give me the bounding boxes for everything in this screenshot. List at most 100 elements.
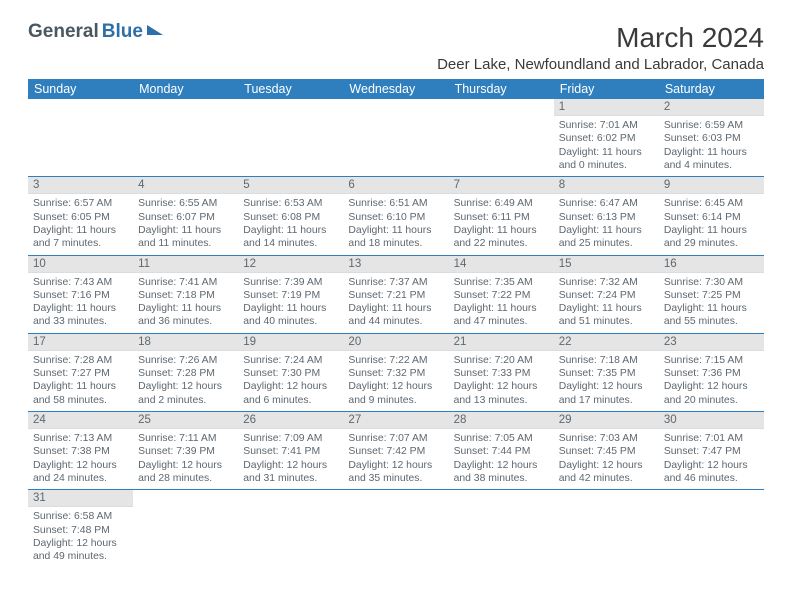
calendar-cell: 22Sunrise: 7:18 AMSunset: 7:35 PMDayligh… bbox=[554, 333, 659, 411]
calendar-cell bbox=[238, 99, 343, 177]
calendar-row: 1Sunrise: 7:01 AMSunset: 6:02 PMDaylight… bbox=[28, 99, 764, 177]
calendar-cell: 26Sunrise: 7:09 AMSunset: 7:41 PMDayligh… bbox=[238, 412, 343, 490]
day-number: 18 bbox=[133, 334, 238, 351]
col-wednesday: Wednesday bbox=[343, 79, 448, 99]
day-number: 4 bbox=[133, 177, 238, 194]
calendar-cell: 31Sunrise: 6:58 AMSunset: 7:48 PMDayligh… bbox=[28, 490, 133, 568]
day-details: Sunrise: 7:41 AMSunset: 7:18 PMDaylight:… bbox=[133, 273, 238, 333]
calendar-cell: 12Sunrise: 7:39 AMSunset: 7:19 PMDayligh… bbox=[238, 255, 343, 333]
calendar-cell bbox=[449, 99, 554, 177]
calendar-cell: 5Sunrise: 6:53 AMSunset: 6:08 PMDaylight… bbox=[238, 177, 343, 255]
calendar-row: 24Sunrise: 7:13 AMSunset: 7:38 PMDayligh… bbox=[28, 412, 764, 490]
day-details: Sunrise: 7:26 AMSunset: 7:28 PMDaylight:… bbox=[133, 351, 238, 411]
day-details: Sunrise: 7:43 AMSunset: 7:16 PMDaylight:… bbox=[28, 273, 133, 333]
day-details: Sunrise: 7:13 AMSunset: 7:38 PMDaylight:… bbox=[28, 429, 133, 489]
location-subtitle: Deer Lake, Newfoundland and Labrador, Ca… bbox=[437, 56, 764, 73]
logo-text-1: General bbox=[28, 22, 99, 41]
day-details: Sunrise: 7:07 AMSunset: 7:42 PMDaylight:… bbox=[343, 429, 448, 489]
day-number: 29 bbox=[554, 412, 659, 429]
calendar-cell: 6Sunrise: 6:51 AMSunset: 6:10 PMDaylight… bbox=[343, 177, 448, 255]
day-details: Sunrise: 7:20 AMSunset: 7:33 PMDaylight:… bbox=[449, 351, 554, 411]
day-number: 2 bbox=[659, 99, 764, 116]
calendar-table: Sunday Monday Tuesday Wednesday Thursday… bbox=[28, 79, 764, 568]
logo: GeneralBlue bbox=[28, 22, 163, 41]
day-number: 21 bbox=[449, 334, 554, 351]
day-details: Sunrise: 7:32 AMSunset: 7:24 PMDaylight:… bbox=[554, 273, 659, 333]
calendar-cell: 30Sunrise: 7:01 AMSunset: 7:47 PMDayligh… bbox=[659, 412, 764, 490]
day-details: Sunrise: 6:49 AMSunset: 6:11 PMDaylight:… bbox=[449, 194, 554, 254]
day-details: Sunrise: 6:45 AMSunset: 6:14 PMDaylight:… bbox=[659, 194, 764, 254]
calendar-cell bbox=[554, 490, 659, 568]
calendar-cell: 27Sunrise: 7:07 AMSunset: 7:42 PMDayligh… bbox=[343, 412, 448, 490]
day-details: Sunrise: 7:15 AMSunset: 7:36 PMDaylight:… bbox=[659, 351, 764, 411]
col-friday: Friday bbox=[554, 79, 659, 99]
calendar-row: 3Sunrise: 6:57 AMSunset: 6:05 PMDaylight… bbox=[28, 177, 764, 255]
calendar-cell bbox=[343, 490, 448, 568]
day-number: 16 bbox=[659, 256, 764, 273]
calendar-cell: 25Sunrise: 7:11 AMSunset: 7:39 PMDayligh… bbox=[133, 412, 238, 490]
day-details: Sunrise: 7:39 AMSunset: 7:19 PMDaylight:… bbox=[238, 273, 343, 333]
day-number: 25 bbox=[133, 412, 238, 429]
logo-triangle-icon bbox=[147, 25, 163, 35]
calendar-cell: 7Sunrise: 6:49 AMSunset: 6:11 PMDaylight… bbox=[449, 177, 554, 255]
day-details: Sunrise: 7:28 AMSunset: 7:27 PMDaylight:… bbox=[28, 351, 133, 411]
day-details: Sunrise: 6:58 AMSunset: 7:48 PMDaylight:… bbox=[28, 507, 133, 567]
calendar-cell: 11Sunrise: 7:41 AMSunset: 7:18 PMDayligh… bbox=[133, 255, 238, 333]
day-details: Sunrise: 6:53 AMSunset: 6:08 PMDaylight:… bbox=[238, 194, 343, 254]
day-details: Sunrise: 6:47 AMSunset: 6:13 PMDaylight:… bbox=[554, 194, 659, 254]
calendar-cell: 29Sunrise: 7:03 AMSunset: 7:45 PMDayligh… bbox=[554, 412, 659, 490]
day-number: 1 bbox=[554, 99, 659, 116]
day-number: 14 bbox=[449, 256, 554, 273]
calendar-cell bbox=[343, 99, 448, 177]
logo-text-2: Blue bbox=[102, 22, 143, 41]
day-number: 26 bbox=[238, 412, 343, 429]
calendar-cell: 8Sunrise: 6:47 AMSunset: 6:13 PMDaylight… bbox=[554, 177, 659, 255]
calendar-cell: 10Sunrise: 7:43 AMSunset: 7:16 PMDayligh… bbox=[28, 255, 133, 333]
day-number: 13 bbox=[343, 256, 448, 273]
calendar-cell bbox=[28, 99, 133, 177]
calendar-cell: 2Sunrise: 6:59 AMSunset: 6:03 PMDaylight… bbox=[659, 99, 764, 177]
calendar-cell: 19Sunrise: 7:24 AMSunset: 7:30 PMDayligh… bbox=[238, 333, 343, 411]
day-number: 8 bbox=[554, 177, 659, 194]
day-number: 7 bbox=[449, 177, 554, 194]
calendar-cell: 24Sunrise: 7:13 AMSunset: 7:38 PMDayligh… bbox=[28, 412, 133, 490]
day-number: 15 bbox=[554, 256, 659, 273]
day-number: 17 bbox=[28, 334, 133, 351]
calendar-row: 31Sunrise: 6:58 AMSunset: 7:48 PMDayligh… bbox=[28, 490, 764, 568]
day-number: 6 bbox=[343, 177, 448, 194]
col-saturday: Saturday bbox=[659, 79, 764, 99]
day-number: 10 bbox=[28, 256, 133, 273]
day-number: 5 bbox=[238, 177, 343, 194]
day-details: Sunrise: 7:09 AMSunset: 7:41 PMDaylight:… bbox=[238, 429, 343, 489]
day-number: 28 bbox=[449, 412, 554, 429]
calendar-cell: 17Sunrise: 7:28 AMSunset: 7:27 PMDayligh… bbox=[28, 333, 133, 411]
day-number: 20 bbox=[343, 334, 448, 351]
calendar-cell bbox=[238, 490, 343, 568]
calendar-cell bbox=[659, 490, 764, 568]
day-details: Sunrise: 6:57 AMSunset: 6:05 PMDaylight:… bbox=[28, 194, 133, 254]
header: GeneralBlue March 2024 Deer Lake, Newfou… bbox=[28, 22, 764, 73]
calendar-cell: 14Sunrise: 7:35 AMSunset: 7:22 PMDayligh… bbox=[449, 255, 554, 333]
day-number: 19 bbox=[238, 334, 343, 351]
page-title: March 2024 bbox=[437, 22, 764, 54]
calendar-row: 10Sunrise: 7:43 AMSunset: 7:16 PMDayligh… bbox=[28, 255, 764, 333]
day-details: Sunrise: 7:03 AMSunset: 7:45 PMDaylight:… bbox=[554, 429, 659, 489]
calendar-cell bbox=[449, 490, 554, 568]
col-sunday: Sunday bbox=[28, 79, 133, 99]
day-number: 22 bbox=[554, 334, 659, 351]
day-details: Sunrise: 6:51 AMSunset: 6:10 PMDaylight:… bbox=[343, 194, 448, 254]
day-number: 30 bbox=[659, 412, 764, 429]
day-details: Sunrise: 7:01 AMSunset: 7:47 PMDaylight:… bbox=[659, 429, 764, 489]
day-number: 12 bbox=[238, 256, 343, 273]
calendar-cell: 16Sunrise: 7:30 AMSunset: 7:25 PMDayligh… bbox=[659, 255, 764, 333]
calendar-cell: 1Sunrise: 7:01 AMSunset: 6:02 PMDaylight… bbox=[554, 99, 659, 177]
col-monday: Monday bbox=[133, 79, 238, 99]
day-details: Sunrise: 7:11 AMSunset: 7:39 PMDaylight:… bbox=[133, 429, 238, 489]
calendar-cell: 21Sunrise: 7:20 AMSunset: 7:33 PMDayligh… bbox=[449, 333, 554, 411]
day-number: 11 bbox=[133, 256, 238, 273]
calendar-cell: 20Sunrise: 7:22 AMSunset: 7:32 PMDayligh… bbox=[343, 333, 448, 411]
col-tuesday: Tuesday bbox=[238, 79, 343, 99]
day-number: 27 bbox=[343, 412, 448, 429]
day-number: 31 bbox=[28, 490, 133, 507]
day-details: Sunrise: 6:59 AMSunset: 6:03 PMDaylight:… bbox=[659, 116, 764, 176]
